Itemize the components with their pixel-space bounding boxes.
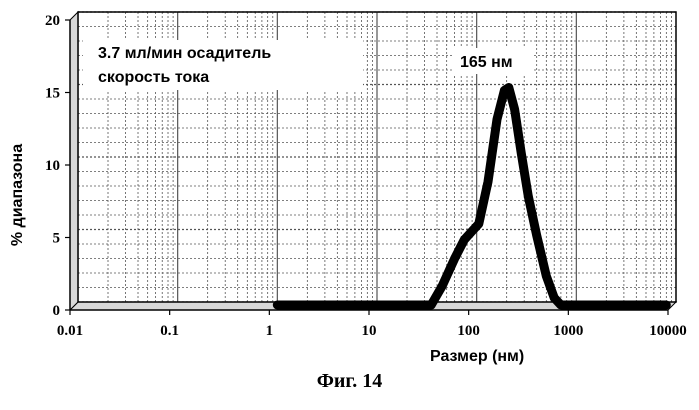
data-point <box>512 106 518 112</box>
data-point <box>452 256 458 262</box>
y-tick-label: 5 <box>53 231 61 247</box>
legend-box: 3.7 мл/мин осадитель скорость тока <box>83 40 363 90</box>
y-tick-labels: 0 5 10 15 20 <box>45 13 70 319</box>
legend-line-1: 3.7 мл/мин осадитель <box>98 45 271 62</box>
x-tick-label: 1000 <box>553 323 583 339</box>
data-point <box>534 232 540 238</box>
data-point <box>494 116 500 122</box>
data-point <box>274 302 280 308</box>
data-point <box>374 302 380 308</box>
data-point <box>558 302 564 308</box>
x-tick-label: 1 <box>266 323 274 339</box>
y-tick-label: 0 <box>53 303 61 319</box>
y-axis-title: % диапазона <box>9 144 26 246</box>
data-point <box>573 302 579 308</box>
data-point <box>543 273 549 279</box>
data-point <box>304 302 310 308</box>
data-point <box>564 302 570 308</box>
y-tick-label: 20 <box>45 13 60 29</box>
x-tick-label: 0.1 <box>160 323 179 339</box>
figure-caption: Фиг. 14 <box>0 370 699 393</box>
x-axis-title: Размер (нм) <box>430 348 524 365</box>
data-point <box>439 283 445 289</box>
data-point <box>344 302 350 308</box>
data-point <box>663 302 669 308</box>
data-point <box>518 150 524 156</box>
data-point <box>506 85 512 91</box>
y-tick-label: 10 <box>45 158 60 174</box>
data-point <box>485 179 491 185</box>
x-tick-label: 100 <box>457 323 480 339</box>
x-tick-label: 0.01 <box>57 323 83 339</box>
x-tick-labels: 0.01 0.1 1 10 100 1000 10000 <box>57 310 687 339</box>
data-point <box>428 302 434 308</box>
peak-label: 165 нм <box>460 54 513 71</box>
data-point <box>603 302 609 308</box>
plot-left-wall <box>70 12 78 310</box>
chart: 0 5 10 15 20 0.01 0.1 1 10 100 1000 10000 3.7 мл/м… <box>0 0 699 370</box>
peak-label-group: 165 нм <box>452 48 532 74</box>
data-point <box>551 295 557 301</box>
data-point <box>476 221 482 227</box>
y-tick-label: 15 <box>45 86 60 102</box>
data-point <box>461 237 467 243</box>
data-point <box>643 302 649 308</box>
x-tick-label: 10 <box>362 323 377 339</box>
data-point <box>469 228 475 234</box>
legend-line-2: скорость тока <box>98 69 209 86</box>
data-point <box>525 193 531 199</box>
data-point <box>404 302 410 308</box>
x-tick-label: 10000 <box>649 323 687 339</box>
